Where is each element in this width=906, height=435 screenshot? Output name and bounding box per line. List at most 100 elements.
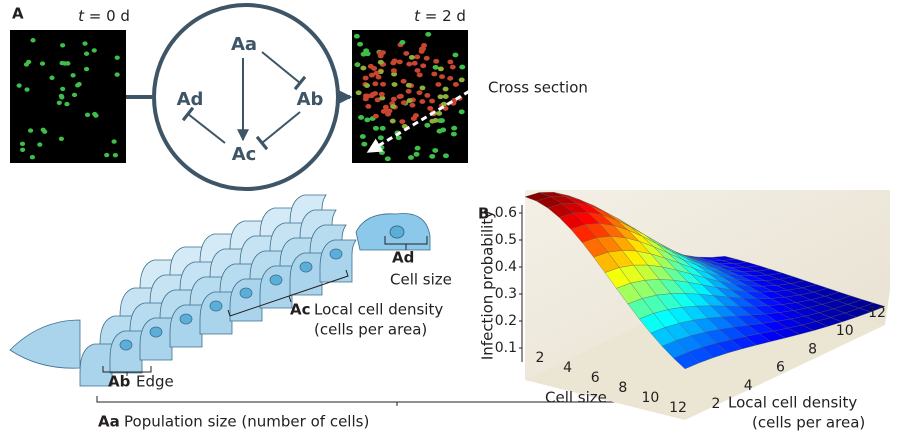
cell-dot xyxy=(373,114,379,119)
y-tick-label: 12 xyxy=(868,305,886,321)
cell-dot xyxy=(452,53,458,58)
cell-dot xyxy=(401,100,407,105)
cell-dot xyxy=(92,48,97,52)
cell-dot xyxy=(419,86,425,91)
cell-dot xyxy=(435,82,441,87)
cell-dot xyxy=(412,61,418,66)
cell-dot xyxy=(403,51,409,56)
z-tick-label: 0.3 xyxy=(495,286,517,302)
x-tick-label: 12 xyxy=(669,400,687,416)
cell-dot xyxy=(368,64,374,69)
y-tick-label: 6 xyxy=(776,360,785,376)
nucleus xyxy=(240,288,252,298)
micrograph xyxy=(10,30,126,163)
cell-dot xyxy=(37,142,42,146)
cell-dot xyxy=(59,94,64,98)
cell-dot xyxy=(429,99,435,104)
cell-dot xyxy=(390,61,396,66)
cell-dot xyxy=(60,87,65,91)
cell-dot xyxy=(385,156,391,161)
axis-label: Local cell density xyxy=(728,394,857,412)
cell-dot xyxy=(365,104,371,109)
cell-dot xyxy=(406,89,412,94)
cell-dot xyxy=(414,54,420,59)
cell-dot xyxy=(24,87,29,91)
z-tick-label: 0.1 xyxy=(495,340,517,356)
y-tick-label: 8 xyxy=(808,341,817,357)
cell-dot xyxy=(378,135,384,140)
y-tick-label: 2 xyxy=(712,396,721,412)
time-label: t = 0 d xyxy=(78,7,130,25)
cell-dot xyxy=(459,65,465,70)
cell-dot xyxy=(433,65,439,70)
cell-dot xyxy=(443,153,449,158)
cell-sheet xyxy=(10,195,430,386)
annotation-code: Ac xyxy=(290,301,311,319)
cell-dot xyxy=(429,154,435,159)
y-tick-label: 4 xyxy=(744,378,753,394)
node: Ac xyxy=(232,144,257,165)
cell-dot xyxy=(377,51,383,56)
cell-dot xyxy=(417,73,423,78)
cell-dot xyxy=(85,113,90,117)
cell-dot xyxy=(397,60,403,65)
cell-dot xyxy=(459,109,465,114)
figure: A t = 0 d t = 2 d Aa Ab Ac Ad Cross sect… xyxy=(0,0,906,435)
cell-dot xyxy=(433,59,439,64)
nucleus xyxy=(330,249,342,259)
cell-dot xyxy=(399,40,405,45)
y-tick-label: 10 xyxy=(836,323,854,339)
cell-dot xyxy=(399,119,405,124)
annotation: Edge xyxy=(136,373,174,391)
cell-dot xyxy=(381,109,387,114)
cell-dot xyxy=(453,82,459,87)
cell-dot xyxy=(383,105,389,110)
cell-dot xyxy=(431,72,437,77)
cell-dot xyxy=(438,66,444,71)
cell-dot xyxy=(420,63,426,68)
cell-dot xyxy=(414,152,420,157)
node: Ad xyxy=(177,89,204,110)
x-tick-label: 10 xyxy=(641,390,659,406)
cell-dot xyxy=(424,123,430,128)
node: Aa xyxy=(231,34,257,55)
nucleus xyxy=(150,327,162,337)
cell-dot xyxy=(459,78,465,83)
z-tick-label: 0.5 xyxy=(495,232,517,248)
cell-dot xyxy=(77,82,82,86)
cell-dot xyxy=(115,55,120,59)
z-tick-label: 0.6 xyxy=(495,205,517,221)
cell-dot xyxy=(439,74,445,79)
cell-dot xyxy=(411,116,417,121)
node: Ab xyxy=(297,89,324,110)
cell-dot xyxy=(70,73,75,77)
x-tick-label: 6 xyxy=(591,370,600,386)
cell-dot xyxy=(364,118,370,123)
z-tick-label: 0.2 xyxy=(495,313,517,329)
cell-dot xyxy=(358,115,364,120)
cell-dot xyxy=(361,142,367,147)
cell-dot xyxy=(354,34,360,39)
cell-dot xyxy=(451,132,457,137)
nucleus xyxy=(120,340,132,350)
cell-dot xyxy=(407,98,413,103)
cell-dot xyxy=(30,155,35,159)
cell-dot xyxy=(113,153,118,157)
cell-dot xyxy=(364,83,370,88)
cell-dot xyxy=(424,93,430,98)
cell-dot xyxy=(443,94,449,99)
cell-dot xyxy=(360,66,366,71)
cell-dot xyxy=(104,153,109,157)
cell-dot xyxy=(40,61,45,65)
nucleus xyxy=(210,301,222,311)
cell-dot xyxy=(439,118,445,123)
cell-dot xyxy=(437,129,443,134)
cell-dot xyxy=(427,106,433,111)
cell-dot xyxy=(391,97,397,102)
cell-dot xyxy=(424,56,430,61)
cell-dot xyxy=(409,103,415,108)
x-tick-label: 8 xyxy=(618,380,627,396)
panel-label: A xyxy=(12,5,24,23)
cell-dot xyxy=(49,76,54,80)
cell-dot xyxy=(57,101,62,105)
